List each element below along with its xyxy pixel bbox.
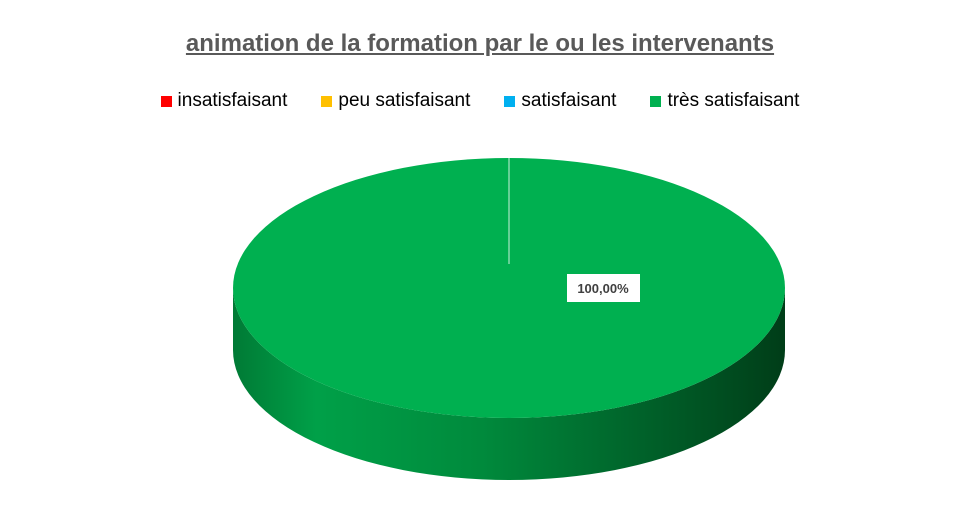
- legend-item-satisfaisant: satisfaisant: [504, 90, 616, 112]
- legend-label: satisfaisant: [521, 90, 617, 111]
- legend-item-insatisfaisant: insatisfaisant: [160, 90, 288, 112]
- chart-legend: insatisfaisant peu satisfaisant satisfai…: [0, 90, 960, 112]
- legend-item-peu-satisfaisant: peu satisfaisant: [321, 90, 470, 112]
- legend-swatch: [160, 95, 172, 107]
- chart-title: animation de la formation par le ou les …: [185, 30, 775, 57]
- legend-label: insatisfaisant: [177, 90, 288, 111]
- pie-slice-4: [233, 158, 785, 418]
- pie-slices: [233, 158, 785, 480]
- legend-swatch: [321, 95, 333, 107]
- legend-swatch: [504, 95, 516, 107]
- data-label-box: [567, 274, 640, 302]
- legend-label: très satisfaisant: [667, 90, 800, 111]
- data-label: 100,00%: [567, 274, 640, 302]
- pie-side-wall: [233, 288, 785, 480]
- data-label-text: 100,00%: [577, 281, 629, 296]
- legend-item-tres-satisfaisant: très satisfaisant: [650, 90, 799, 112]
- legend-swatch: [650, 95, 662, 107]
- legend-label: peu satisfaisant: [338, 90, 471, 111]
